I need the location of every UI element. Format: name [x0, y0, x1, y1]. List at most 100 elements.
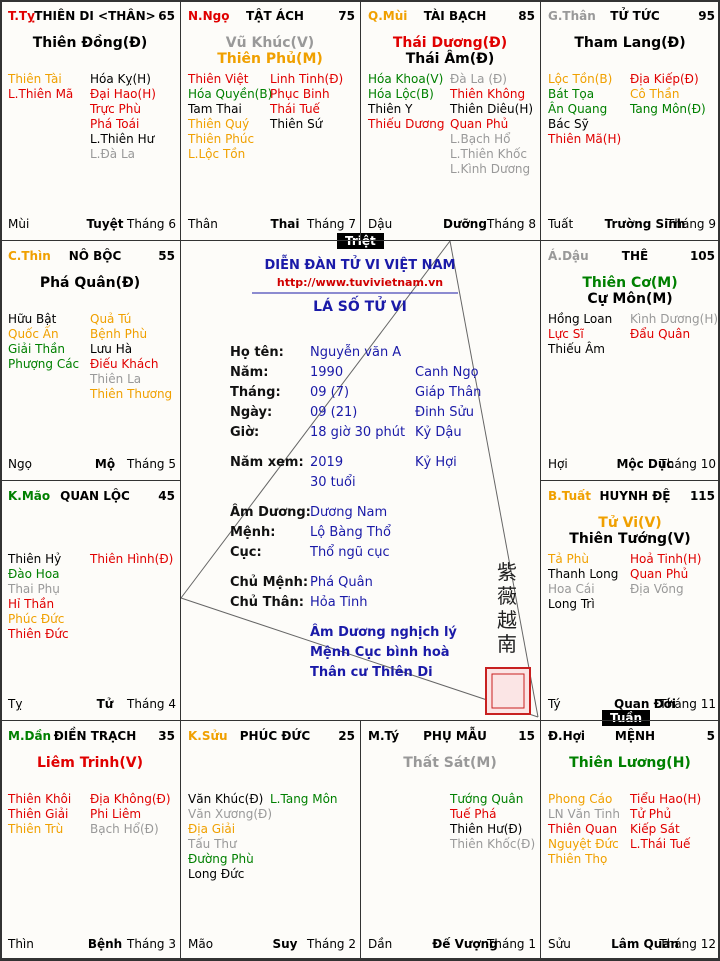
star: Thiên Mã(H): [548, 132, 622, 146]
star: Tử Phủ: [630, 807, 672, 821]
main-star: Thiên Lương(H): [569, 755, 691, 771]
star: Phúc Đức: [8, 612, 65, 626]
star: Thiên Diêu(H): [450, 102, 534, 116]
star: Nguyệt Đức: [548, 837, 619, 851]
star: Quan Phủ: [630, 567, 689, 581]
star: Cô Thần: [630, 87, 680, 101]
star: Thiên Hư(Đ): [450, 822, 523, 836]
footer-month: Tháng 6: [127, 217, 176, 231]
info-extra: Đinh Sửu: [415, 405, 475, 420]
star: Tướng Quân: [450, 792, 524, 806]
star: Phi Liêm: [90, 807, 142, 821]
footer-branch: Dần: [368, 937, 393, 951]
star: Trực Phù: [90, 102, 141, 116]
star: Lưu Hà: [90, 342, 133, 356]
star: L.Thái Tuế: [630, 837, 691, 851]
star: Quả Tú: [90, 312, 132, 326]
star: Phá Toái: [90, 117, 140, 131]
palace-branch: G.Thân: [548, 9, 596, 23]
footer-stage: Mộc Dục: [616, 457, 674, 471]
star: Thiên Quan: [548, 822, 618, 836]
star: Hữu Bật: [8, 312, 57, 326]
footer-stage: Đế Vượng: [432, 937, 498, 951]
main-star: Thái Âm(Đ): [405, 51, 495, 67]
star: Lộc Tồn(B): [548, 72, 613, 86]
star: Thiên Hình(Đ): [90, 552, 174, 566]
main-star: Thiên Phủ(M): [217, 51, 323, 67]
star: Quan Phủ: [450, 117, 509, 131]
footer-month: Tháng 9: [667, 217, 716, 231]
star: Long Trì: [548, 597, 595, 611]
palace-name: QUAN LỘC: [60, 489, 130, 503]
seal-stamp: [485, 667, 531, 715]
main-star: Tham Lang(Đ): [574, 35, 686, 51]
info-label: Ngày:: [230, 405, 273, 420]
palace-age: 85: [518, 9, 535, 23]
info-value: Lộ Bàng Thổ: [310, 525, 391, 540]
footer-branch: Tuất: [548, 217, 574, 231]
star: Tuế Phá: [450, 807, 497, 821]
palace-name: HUYNH ĐỆ: [599, 489, 671, 503]
star: Bạch Hổ(Đ): [90, 822, 159, 836]
footer-branch: Thân: [188, 217, 218, 231]
footer-stage: Quan Đới: [614, 697, 676, 711]
info-label: Họ tên:: [230, 345, 284, 360]
star: Thiên La: [90, 372, 142, 386]
star: Địa Võng: [630, 582, 684, 596]
star: Hóa Kỵ(H): [90, 72, 151, 86]
main-star: Phá Quân(Đ): [39, 275, 141, 291]
star: L.Bạch Hổ: [450, 132, 511, 146]
footer-branch: Ngọ: [8, 457, 32, 471]
footer-month: Tháng 3: [127, 937, 176, 951]
footer-branch: Tỵ: [8, 697, 23, 711]
info-value: Dương Nam: [310, 505, 388, 520]
star: Địa Không(Đ): [90, 792, 171, 806]
main-star: Thái Dương(Đ): [392, 35, 508, 51]
info-label: Tháng:: [230, 385, 281, 400]
star: Hoa Cái: [548, 582, 595, 596]
palace-name: TÀI BẠCH: [423, 9, 487, 23]
main-star: Thiên Cơ(M): [582, 275, 678, 291]
info-extra: Kỷ Dậu: [415, 425, 462, 440]
star: Đẩu Quân: [630, 327, 691, 341]
star: L.Tang Môn: [270, 792, 338, 806]
star: Tả Phù: [548, 552, 589, 566]
star: Lực Sĩ: [548, 327, 584, 341]
info-value: 18 giờ 30 phút: [310, 425, 406, 440]
palace-name: MỆNH: [614, 729, 656, 743]
star: Thiên Khốc(Đ): [450, 837, 536, 851]
palace-age: 75: [338, 9, 355, 23]
footer-month: Tháng 4: [127, 697, 176, 711]
star: Hóa Quyền(B): [188, 87, 273, 101]
palace-name: THÊ: [621, 249, 649, 263]
chart-title: LÁ SỐ TỬ VI: [313, 299, 407, 315]
palace-age: 35: [158, 729, 175, 743]
star: Bác Sỹ: [548, 117, 589, 131]
info-label: Mệnh:: [230, 525, 276, 540]
info-value: Hỏa Tinh: [310, 595, 368, 610]
star: Tiểu Hao(H): [630, 792, 702, 806]
triet-label: Triệt: [337, 233, 384, 249]
star: Văn Xương(Đ): [188, 807, 273, 821]
star: Tam Thai: [188, 102, 242, 116]
star: Thanh Long: [548, 567, 619, 581]
palace-age: 25: [338, 729, 355, 743]
star: Bệnh Phù: [90, 327, 148, 341]
footer-month: Tháng 12: [659, 937, 716, 951]
palace-branch: T.Tỵ: [8, 9, 35, 23]
star: Đà La (Đ): [450, 72, 507, 86]
star: Thiên Việt: [188, 72, 249, 86]
star: L.Lộc Tồn: [188, 147, 246, 161]
star: Thiên Không: [450, 87, 526, 101]
palace-name: THIÊN DI <THÂN>: [34, 9, 156, 23]
star: Thái Tuế: [270, 102, 320, 116]
star: Thiên Y: [368, 102, 413, 116]
star: LN Văn Tinh: [548, 807, 620, 821]
star: Hóa Khoa(V): [368, 72, 444, 86]
footer-month: Tháng 2: [307, 937, 356, 951]
footer-branch: Tý: [548, 697, 561, 711]
palace-name: PHÚC ĐỨC: [239, 729, 311, 743]
info-label: Âm Dương:: [230, 505, 311, 520]
footer-month: Tháng 5: [127, 457, 176, 471]
palace-age: 45: [158, 489, 175, 503]
